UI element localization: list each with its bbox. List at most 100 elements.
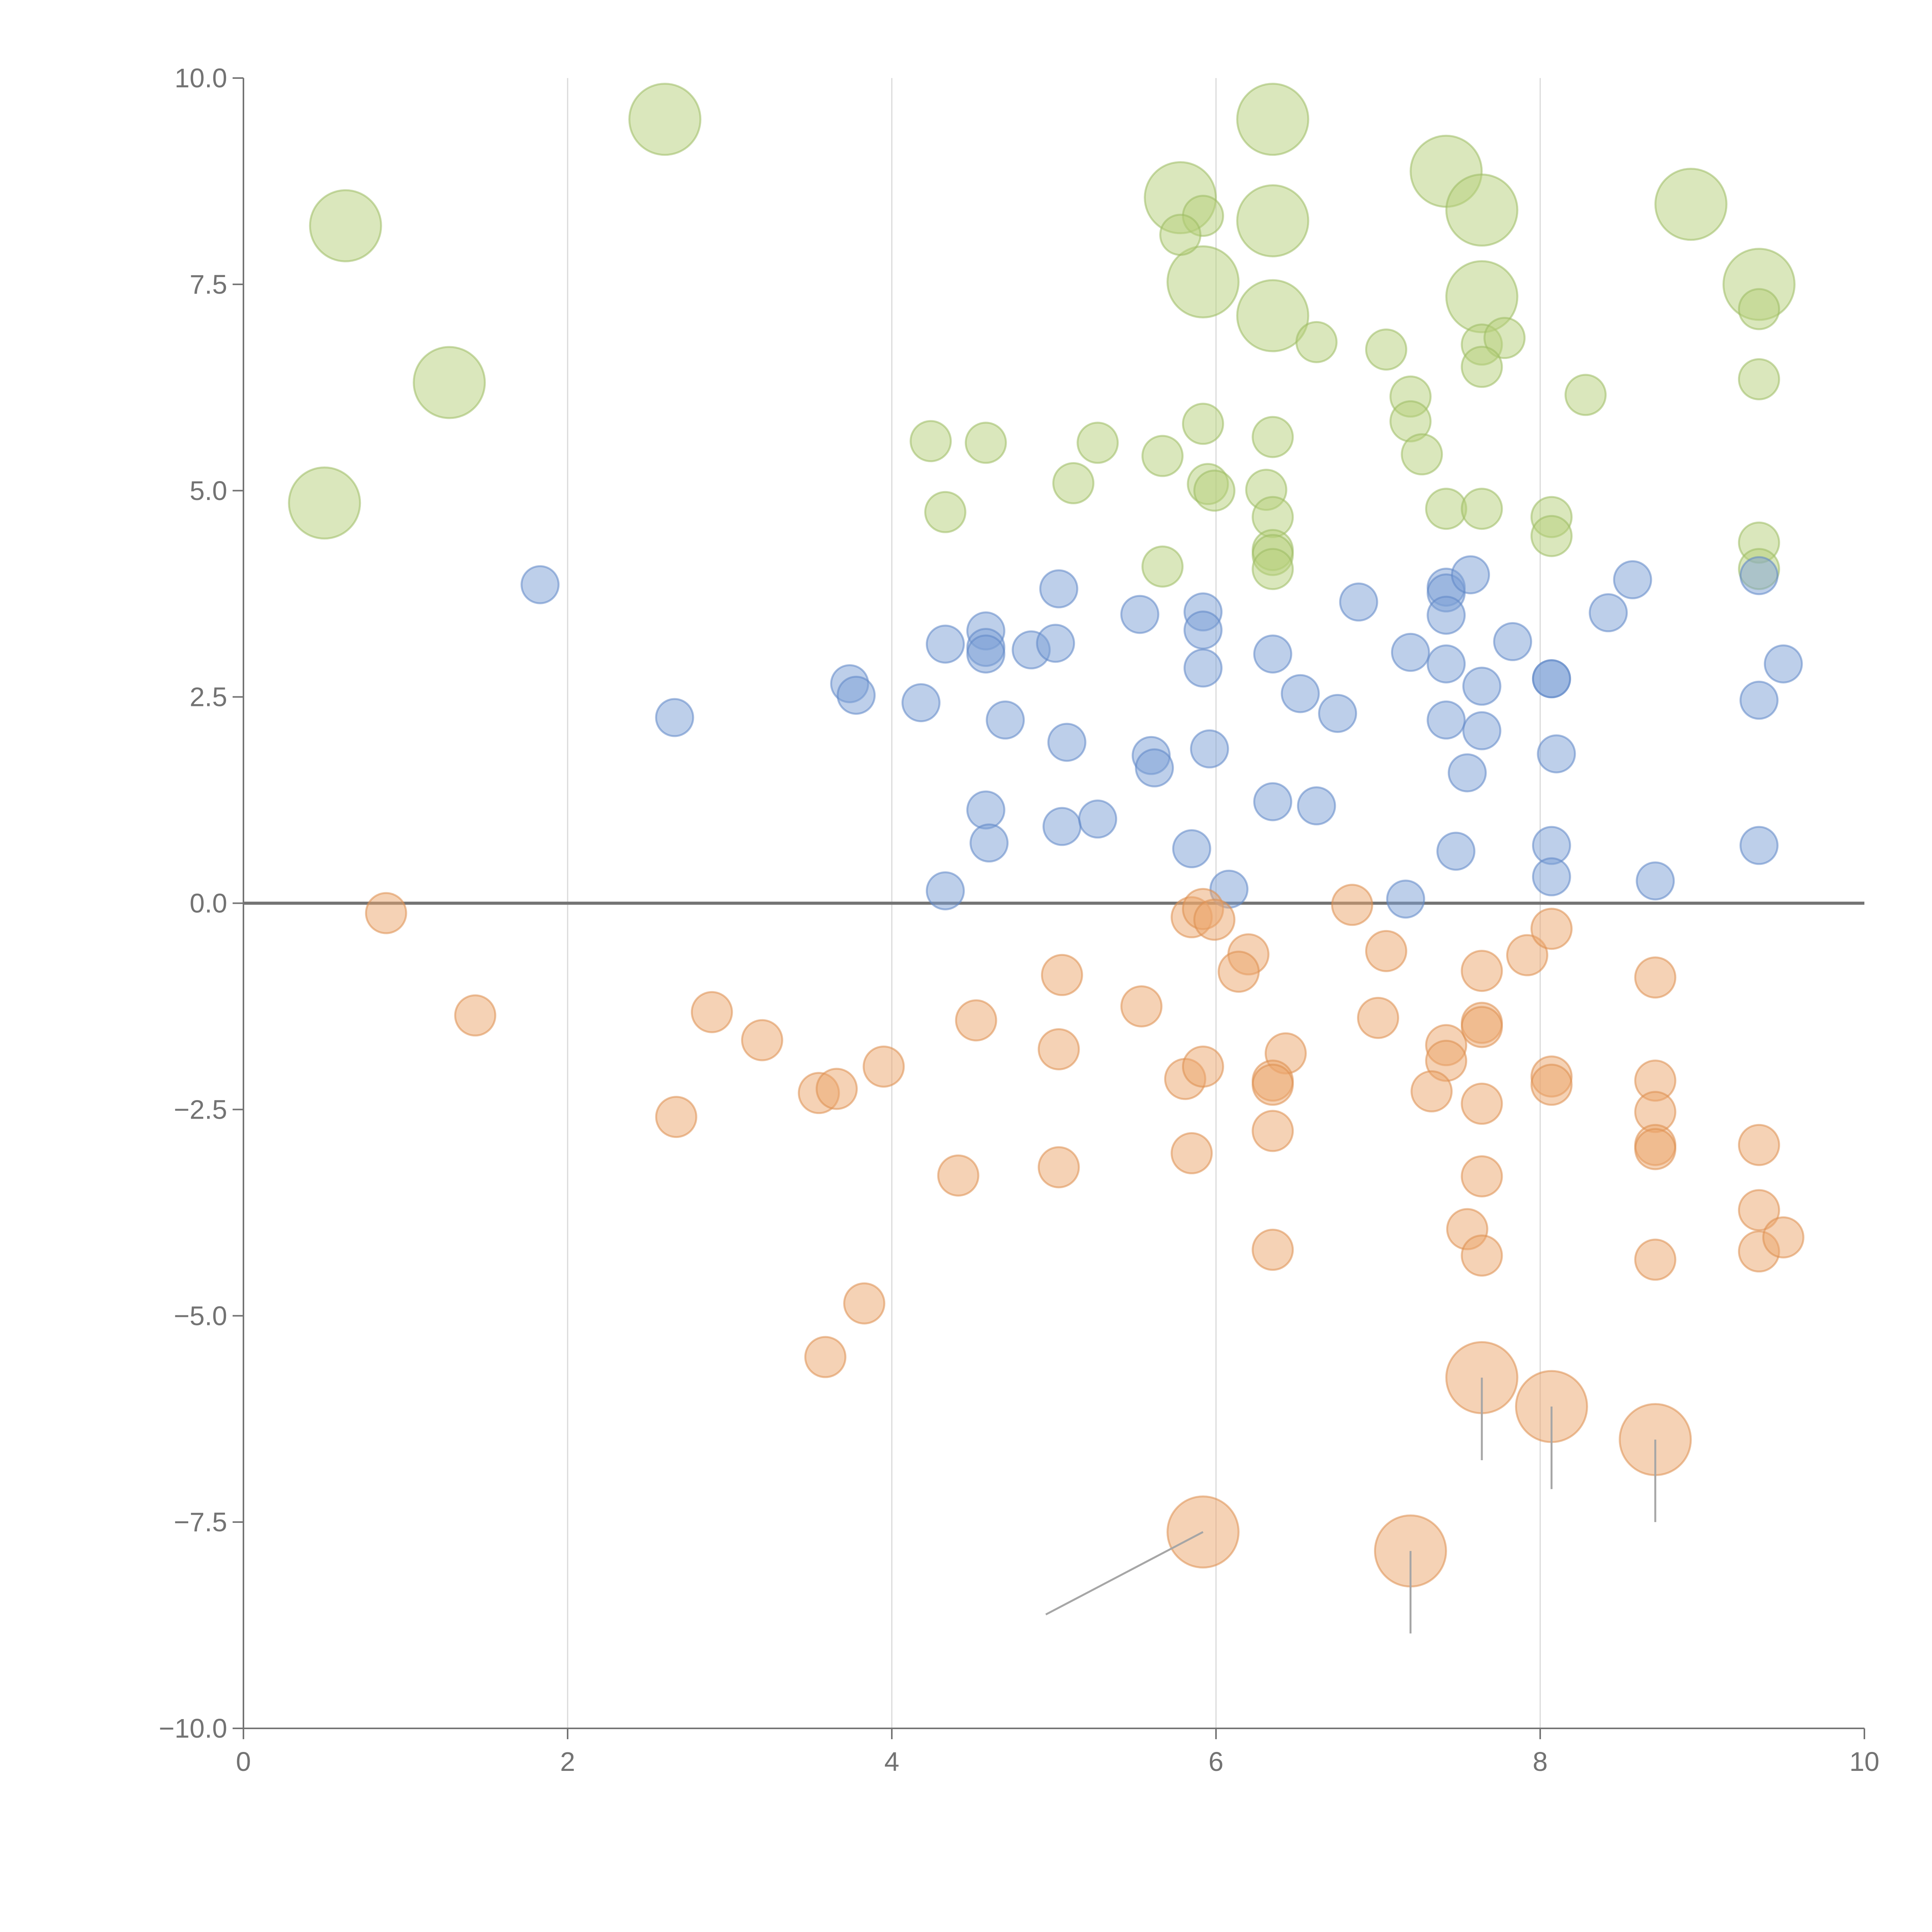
data-point-blue bbox=[1078, 799, 1117, 839]
data-point-blue bbox=[1427, 644, 1466, 684]
data-point-green bbox=[1182, 403, 1224, 445]
x-tick-label: 10 bbox=[1849, 1747, 1879, 1777]
data-point-orange bbox=[1331, 884, 1373, 926]
data-point-orange bbox=[815, 1068, 858, 1110]
data-point-green bbox=[1141, 435, 1184, 477]
data-point-green bbox=[1166, 245, 1240, 318]
data-point-green bbox=[910, 420, 952, 463]
data-point-green bbox=[1483, 317, 1526, 359]
data-point-orange bbox=[1461, 1082, 1503, 1125]
data-point-orange bbox=[1037, 1146, 1080, 1189]
data-point-blue bbox=[1493, 622, 1532, 662]
data-point-green bbox=[1425, 488, 1468, 530]
data-point-blue bbox=[1042, 807, 1082, 846]
data-point-orange bbox=[1037, 1028, 1080, 1070]
data-point-orange bbox=[937, 1154, 980, 1197]
data-point-blue bbox=[1447, 753, 1487, 793]
data-point-blue bbox=[1135, 748, 1174, 787]
data-point-green bbox=[1654, 168, 1728, 241]
data-point-orange bbox=[1357, 997, 1399, 1039]
data-point-orange bbox=[1530, 1063, 1573, 1106]
data-point-orange bbox=[1365, 930, 1407, 972]
data-point-blue bbox=[1190, 729, 1229, 769]
x-tick-label: 2 bbox=[560, 1747, 575, 1777]
data-point-orange bbox=[1252, 1228, 1294, 1271]
data-point-blue bbox=[1183, 611, 1223, 650]
data-point-orange bbox=[1252, 1110, 1294, 1152]
data-point-green bbox=[1461, 488, 1503, 530]
data-point-orange bbox=[1634, 1128, 1677, 1170]
data-point-green bbox=[1052, 462, 1095, 505]
y-tick-label: 10.0 bbox=[175, 63, 227, 93]
data-point-blue bbox=[1588, 593, 1628, 633]
callout-line bbox=[1045, 1531, 1204, 1616]
data-point-orange bbox=[1634, 956, 1677, 999]
data-point-orange bbox=[1506, 934, 1548, 976]
data-point-green bbox=[1236, 184, 1310, 257]
data-point-orange bbox=[1461, 1234, 1503, 1277]
x-tick-label: 0 bbox=[236, 1747, 251, 1777]
data-point-green bbox=[1236, 83, 1310, 156]
data-point-green bbox=[1564, 374, 1607, 416]
data-point-orange bbox=[1461, 950, 1503, 992]
data-point-blue bbox=[1391, 633, 1430, 672]
data-point-orange bbox=[1218, 951, 1260, 993]
data-point-green bbox=[1738, 288, 1780, 330]
data-point-blue bbox=[966, 634, 1005, 674]
y-tick-label: −5.0 bbox=[174, 1301, 227, 1331]
axes bbox=[233, 77, 1865, 1739]
data-point-blue bbox=[1613, 560, 1652, 599]
data-point-orange bbox=[741, 1019, 783, 1061]
data-point-orange bbox=[1182, 1045, 1224, 1088]
data-point-blue bbox=[1532, 857, 1571, 896]
data-point-blue bbox=[1297, 786, 1336, 826]
data-point-green bbox=[1738, 358, 1780, 400]
y-tick-label: 2.5 bbox=[190, 682, 227, 712]
data-point-blue bbox=[966, 790, 1005, 830]
data-point-orange bbox=[1738, 1124, 1780, 1166]
data-point-green bbox=[1365, 328, 1407, 371]
data-point-orange bbox=[804, 1336, 847, 1378]
data-point-green bbox=[413, 346, 486, 419]
data-point-green bbox=[924, 491, 966, 533]
data-point-green bbox=[288, 466, 361, 540]
data-point-orange bbox=[1530, 908, 1573, 950]
data-point-blue bbox=[925, 624, 965, 664]
data-point-green bbox=[628, 83, 702, 156]
y-tick-label: 7.5 bbox=[190, 269, 227, 299]
data-point-orange bbox=[454, 994, 497, 1037]
data-point-green bbox=[1401, 433, 1443, 476]
data-point-blue bbox=[1427, 700, 1466, 740]
data-point-blue bbox=[1739, 680, 1779, 720]
data-point-green bbox=[1252, 548, 1294, 590]
data-point-blue bbox=[1183, 648, 1223, 688]
callout-lines bbox=[1045, 1378, 1656, 1634]
data-point-blue bbox=[1537, 734, 1576, 774]
data-point-orange bbox=[365, 892, 407, 934]
data-point-blue bbox=[1532, 659, 1571, 699]
data-point-blue bbox=[1462, 711, 1502, 750]
data-point-blue bbox=[986, 700, 1025, 740]
data-point-orange bbox=[843, 1282, 886, 1325]
x-tick-label: 6 bbox=[1209, 1747, 1224, 1777]
data-point-orange bbox=[1461, 1155, 1503, 1197]
data-point-blue bbox=[1739, 826, 1779, 865]
data-point-blue bbox=[969, 823, 1009, 863]
data-point-orange bbox=[1762, 1216, 1804, 1259]
data-point-blue bbox=[1427, 595, 1466, 635]
data-point-blue bbox=[901, 683, 941, 723]
data-point-orange bbox=[955, 999, 997, 1042]
bubbles bbox=[288, 83, 1804, 1588]
data-point-green bbox=[1252, 416, 1294, 458]
data-point-orange bbox=[1193, 898, 1236, 941]
data-point-orange bbox=[1634, 1238, 1677, 1281]
data-point-blue bbox=[837, 675, 876, 715]
data-point-blue bbox=[520, 565, 560, 604]
data-point-green bbox=[1461, 345, 1503, 388]
data-point-orange bbox=[1461, 1006, 1503, 1048]
data-point-blue bbox=[1462, 667, 1502, 706]
data-point-blue bbox=[1036, 624, 1075, 663]
data-point-orange bbox=[862, 1045, 905, 1088]
data-point-blue bbox=[1386, 879, 1425, 919]
y-tick-label: −7.5 bbox=[174, 1507, 227, 1537]
